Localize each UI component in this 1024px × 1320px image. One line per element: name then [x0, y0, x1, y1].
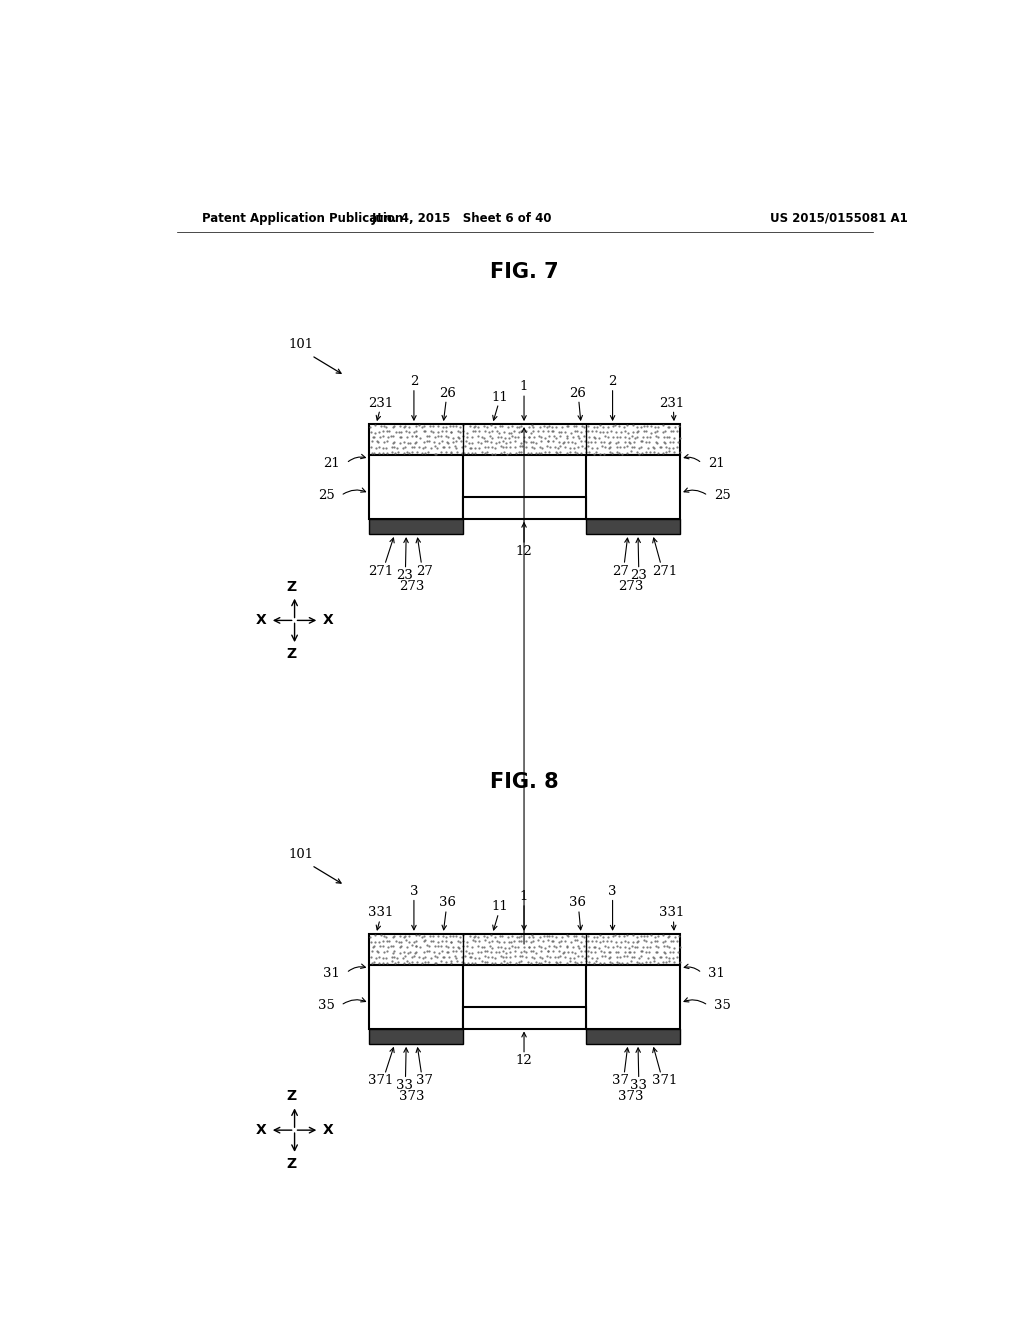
Text: 2: 2	[608, 375, 616, 388]
Text: 373: 373	[618, 1090, 644, 1102]
Text: 271: 271	[369, 565, 393, 578]
Bar	[370, 424, 680, 455]
Bar	[370, 933, 680, 965]
Text: 27: 27	[612, 565, 629, 578]
Bar	[370, 519, 463, 535]
Text: 33: 33	[630, 1078, 647, 1092]
Text: 31: 31	[324, 966, 340, 979]
Text: 3: 3	[608, 884, 616, 898]
Text: 27: 27	[417, 565, 433, 578]
Text: 35: 35	[714, 999, 731, 1012]
Bar	[587, 455, 680, 519]
Text: 37: 37	[611, 1074, 629, 1088]
Bar	[370, 455, 463, 519]
Text: 231: 231	[369, 397, 393, 409]
Text: 25: 25	[714, 490, 731, 502]
Text: 37: 37	[416, 1074, 433, 1088]
Text: 21: 21	[708, 457, 725, 470]
Bar	[587, 1028, 680, 1044]
Text: 23: 23	[396, 569, 413, 582]
Text: 101: 101	[289, 338, 314, 351]
Text: 26: 26	[439, 387, 457, 400]
Text: 3: 3	[410, 884, 418, 898]
Text: 371: 371	[652, 1074, 678, 1088]
Text: 271: 271	[652, 565, 678, 578]
Text: US 2015/0155081 A1: US 2015/0155081 A1	[770, 213, 908, 224]
Bar	[370, 965, 463, 1028]
Text: X: X	[324, 614, 334, 627]
Text: 31: 31	[708, 966, 725, 979]
Text: FIG. 7: FIG. 7	[490, 263, 559, 282]
Text: 11: 11	[492, 391, 509, 404]
Text: Jun. 4, 2015   Sheet 6 of 40: Jun. 4, 2015 Sheet 6 of 40	[372, 213, 552, 224]
Text: 35: 35	[317, 999, 335, 1012]
Bar	[370, 424, 680, 455]
Text: Z: Z	[287, 1158, 297, 1171]
Text: Patent Application Publication: Patent Application Publication	[202, 213, 403, 224]
Bar	[370, 933, 680, 965]
Text: 231: 231	[659, 397, 684, 409]
Text: 21: 21	[324, 457, 340, 470]
Text: 273: 273	[399, 579, 424, 593]
Bar	[463, 1007, 587, 1028]
Text: 33: 33	[396, 1078, 413, 1092]
Text: 101: 101	[289, 847, 314, 861]
Text: Z: Z	[287, 647, 297, 661]
Text: 12: 12	[516, 545, 532, 557]
Text: FIG. 8: FIG. 8	[490, 772, 559, 792]
Text: 25: 25	[317, 490, 335, 502]
Text: 373: 373	[399, 1090, 424, 1102]
Text: 1: 1	[520, 380, 528, 393]
Bar	[587, 519, 680, 535]
Text: X: X	[255, 614, 266, 627]
Bar	[370, 1028, 463, 1044]
Text: 1: 1	[520, 890, 528, 903]
Text: 11: 11	[492, 900, 509, 913]
Text: X: X	[255, 1123, 266, 1137]
Text: 371: 371	[368, 1074, 393, 1088]
Text: 331: 331	[659, 907, 685, 920]
Text: 2: 2	[410, 375, 418, 388]
Text: 273: 273	[618, 579, 644, 593]
Text: 12: 12	[516, 1055, 532, 1068]
Text: Z: Z	[287, 579, 297, 594]
Text: 26: 26	[568, 387, 586, 400]
Text: Z: Z	[287, 1089, 297, 1104]
Text: X: X	[324, 1123, 334, 1137]
Text: 331: 331	[368, 907, 393, 920]
Bar	[587, 965, 680, 1028]
Text: 36: 36	[568, 896, 586, 909]
Bar	[463, 498, 587, 519]
Text: 36: 36	[439, 896, 457, 909]
Text: 23: 23	[631, 569, 647, 582]
